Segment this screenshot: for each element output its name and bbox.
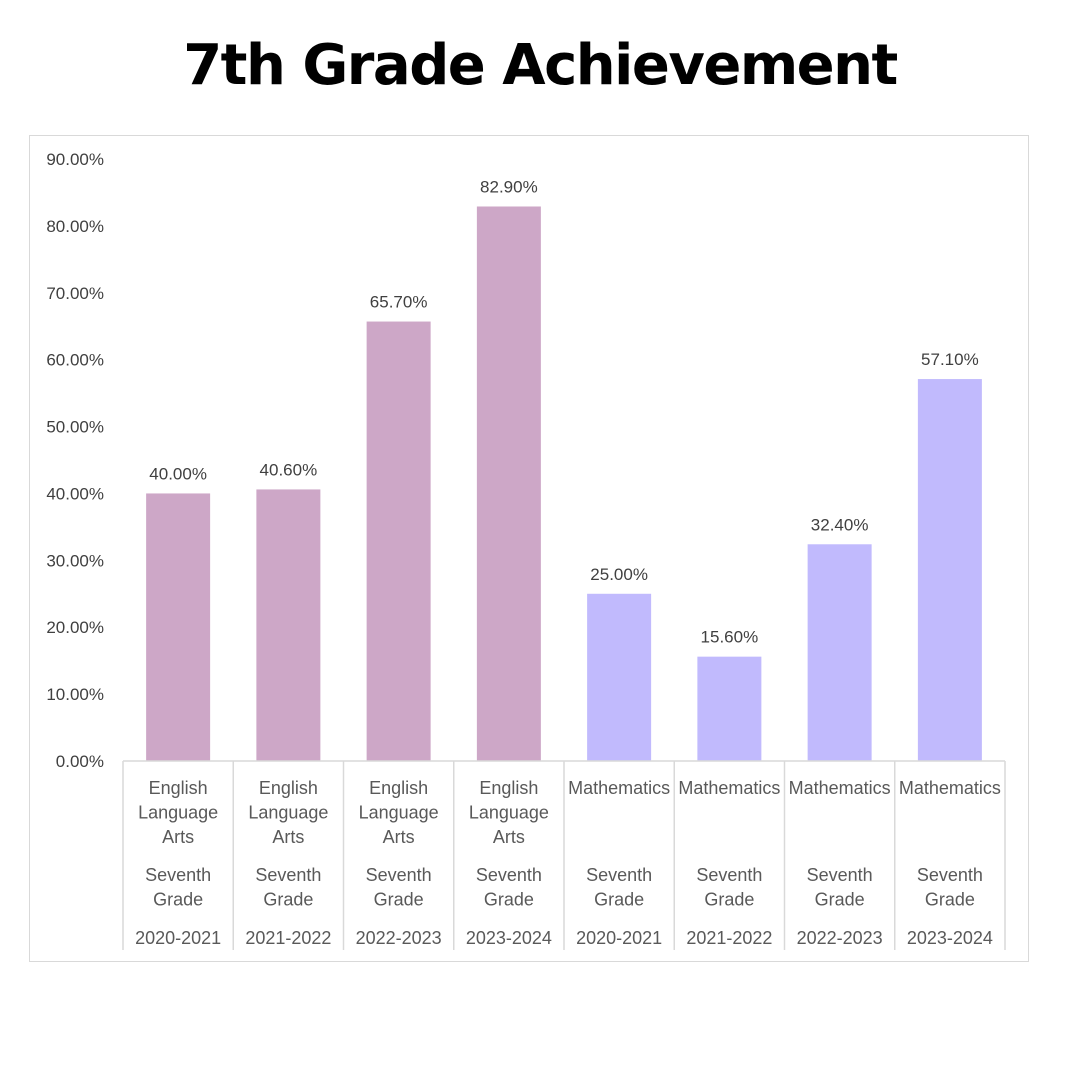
data-label: 32.40%	[811, 515, 869, 534]
y-tick-label: 50.00%	[46, 418, 104, 437]
category-grade-label: Seventh	[476, 865, 542, 885]
data-label: 57.10%	[921, 350, 979, 369]
y-tick-label: 20.00%	[46, 618, 104, 637]
category-subject-label: Mathematics	[678, 778, 780, 798]
category-year-label: 2023-2024	[907, 928, 993, 948]
data-label: 25.00%	[590, 565, 648, 584]
category-year-label: 2020-2021	[576, 928, 662, 948]
category-subject-label: English	[149, 778, 208, 798]
category-grade-label: Seventh	[255, 865, 321, 885]
category-subject-label: Arts	[383, 827, 415, 847]
bar	[256, 489, 321, 761]
category-year-label: 2023-2024	[466, 928, 552, 948]
category-year-label: 2021-2022	[686, 928, 772, 948]
y-tick-label: 70.00%	[46, 284, 104, 303]
category-subject-label: Mathematics	[899, 778, 1001, 798]
category-subject-label: English	[369, 778, 428, 798]
category-year-label: 2020-2021	[135, 928, 221, 948]
category-subject-label: Arts	[493, 827, 525, 847]
category-subject-label: English	[479, 778, 538, 798]
category-grade-label: Grade	[594, 890, 644, 910]
y-tick-label: 60.00%	[46, 351, 104, 370]
bar	[917, 379, 982, 761]
bar	[587, 593, 652, 761]
bar	[146, 493, 211, 761]
y-tick-label: 10.00%	[46, 685, 104, 704]
bar	[366, 321, 431, 761]
category-subject-label: Arts	[162, 827, 194, 847]
category-subject-label: Language	[138, 803, 218, 823]
data-label: 82.90%	[480, 177, 538, 196]
category-subject-label: Language	[469, 803, 549, 823]
chart-frame	[29, 135, 1029, 962]
category-grade-label: Seventh	[586, 865, 652, 885]
category-subject-label: Mathematics	[789, 778, 891, 798]
category-subject-label: Language	[359, 803, 439, 823]
bar	[807, 544, 872, 761]
category-grade-label: Seventh	[145, 865, 211, 885]
chart-title: 7th Grade Achievement	[183, 33, 898, 98]
category-grade-label: Grade	[704, 890, 754, 910]
category-subject-label: Mathematics	[568, 778, 670, 798]
category-grade-label: Seventh	[807, 865, 873, 885]
category-grade-label: Seventh	[366, 865, 432, 885]
data-label: 15.60%	[701, 628, 759, 647]
y-tick-label: 30.00%	[46, 551, 104, 570]
category-grade-label: Grade	[153, 890, 203, 910]
y-tick-label: 0.00%	[56, 752, 104, 771]
category-year-label: 2021-2022	[245, 928, 331, 948]
data-label: 40.00%	[149, 464, 207, 483]
y-tick-label: 40.00%	[46, 484, 104, 503]
bar	[476, 206, 541, 762]
bar	[697, 656, 762, 761]
data-label: 65.70%	[370, 293, 428, 312]
category-grade-label: Grade	[263, 890, 313, 910]
category-subject-label: Arts	[272, 827, 304, 847]
category-grade-label: Grade	[925, 890, 975, 910]
data-label: 40.60%	[260, 460, 318, 479]
category-subject-label: Language	[248, 803, 328, 823]
category-year-label: 2022-2023	[356, 928, 442, 948]
category-grade-label: Seventh	[696, 865, 762, 885]
category-subject-label: English	[259, 778, 318, 798]
category-grade-label: Grade	[484, 890, 534, 910]
category-year-label: 2022-2023	[797, 928, 883, 948]
category-grade-label: Grade	[374, 890, 424, 910]
category-grade-label: Seventh	[917, 865, 983, 885]
y-tick-label: 80.00%	[46, 217, 104, 236]
y-tick-label: 90.00%	[46, 150, 104, 169]
category-grade-label: Grade	[815, 890, 865, 910]
